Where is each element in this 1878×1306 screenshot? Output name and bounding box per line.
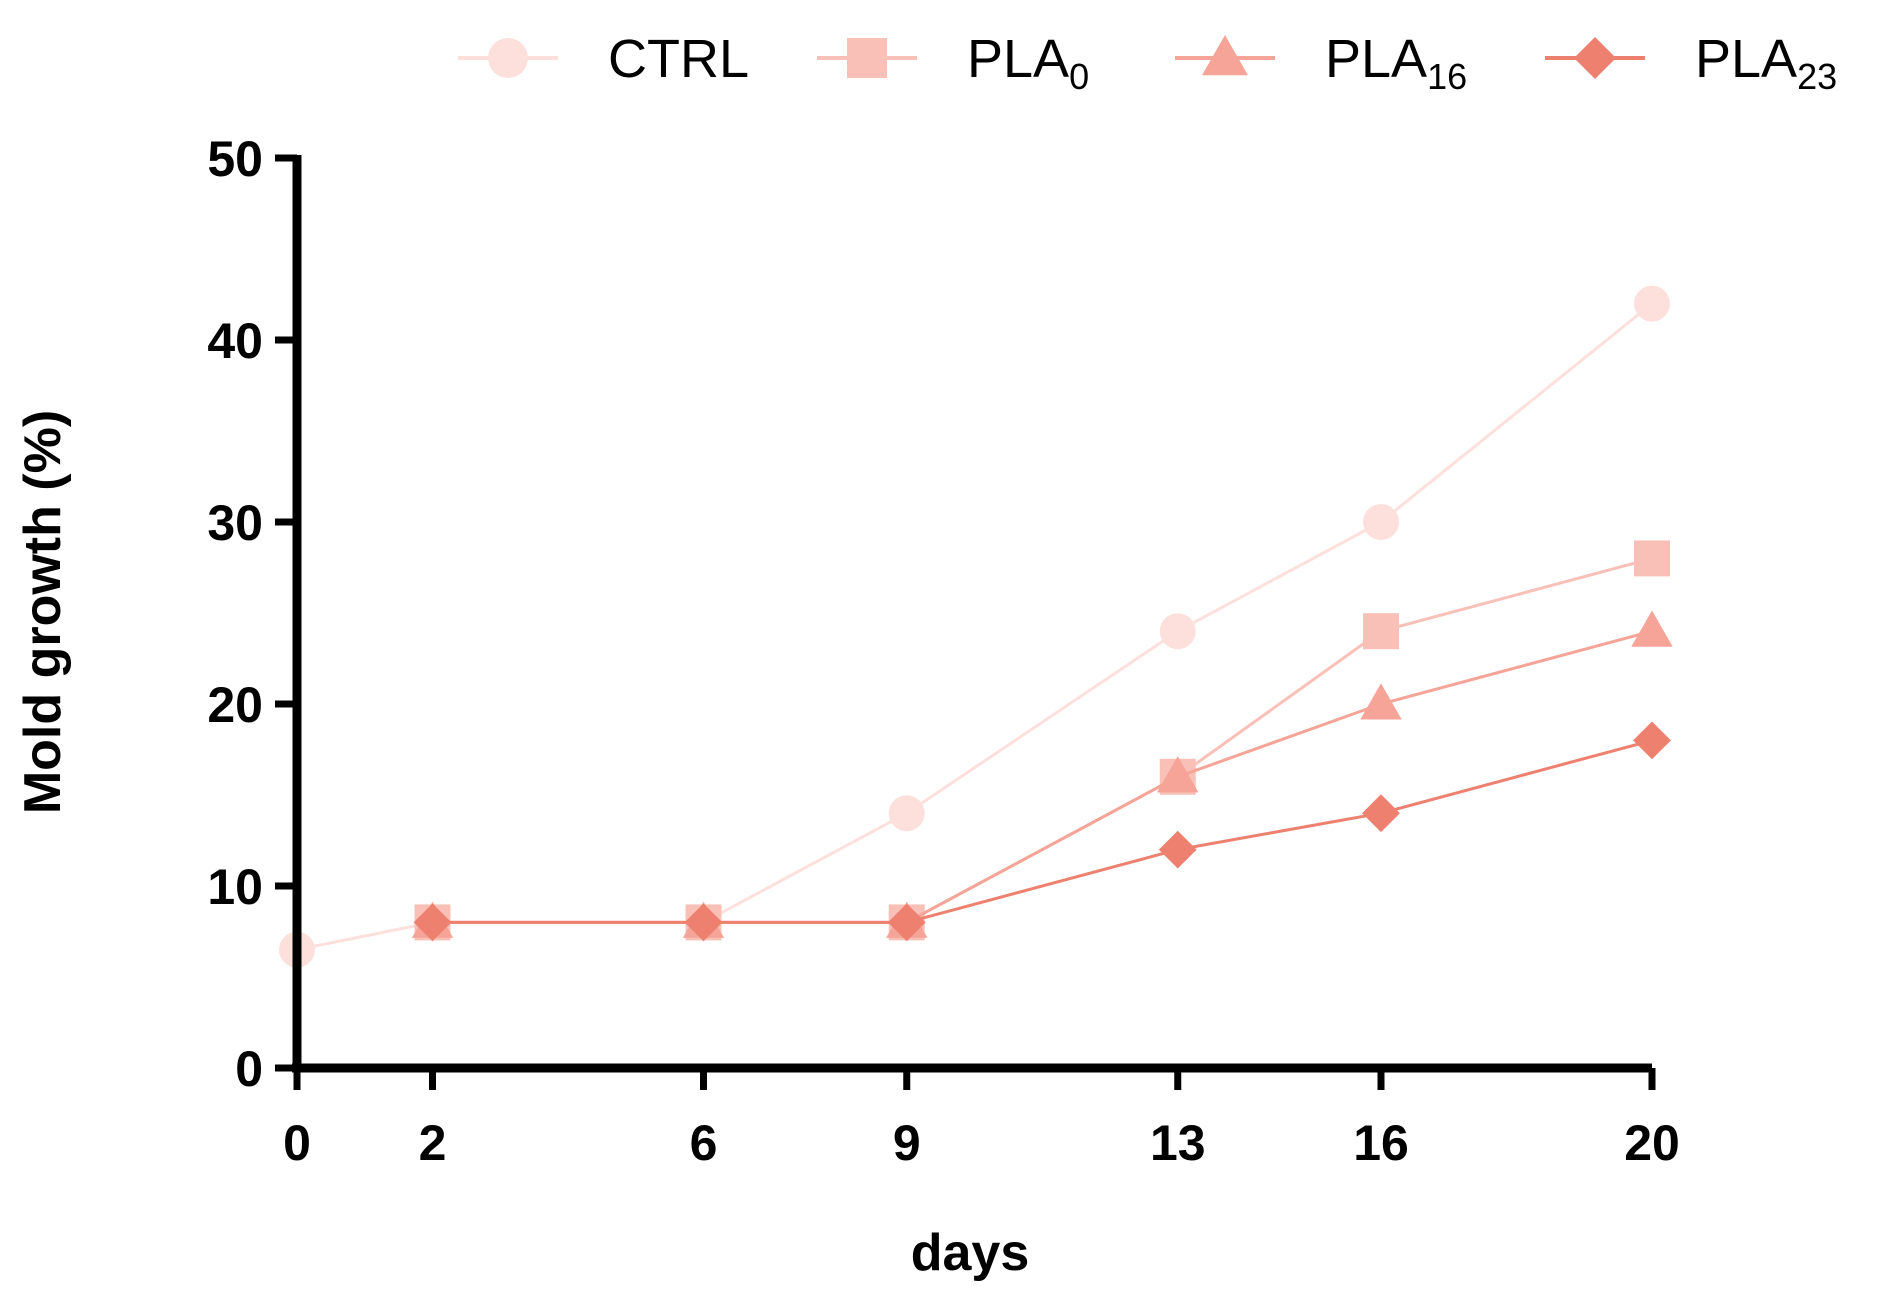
data-point bbox=[887, 903, 926, 942]
x-tick-label: 0 bbox=[283, 1115, 311, 1171]
plot-area bbox=[279, 285, 1673, 968]
data-point bbox=[1158, 830, 1197, 869]
data-point bbox=[1159, 613, 1196, 650]
y-tick-label: 50 bbox=[207, 131, 263, 187]
data-point bbox=[1631, 610, 1673, 647]
legend-label-subscript: 23 bbox=[1797, 56, 1837, 97]
data-point bbox=[1157, 756, 1199, 793]
x-tick-label: 6 bbox=[690, 1115, 718, 1171]
x-axis-ticks: 0 2 6 9 13 16 20 bbox=[283, 1068, 1680, 1171]
series-pla23 bbox=[413, 721, 1671, 942]
legend-label: CTRL bbox=[608, 29, 749, 89]
data-point bbox=[1360, 683, 1402, 720]
legend-marker-icon bbox=[1574, 37, 1616, 79]
data-point bbox=[684, 903, 723, 942]
y-axis-title: Mold growth (%) bbox=[14, 410, 72, 814]
x-tick-label: 20 bbox=[1624, 1115, 1680, 1171]
legend-item-pla23: PLA23 bbox=[1545, 29, 1837, 97]
legend-label-subscript: 16 bbox=[1427, 56, 1467, 97]
legend-label: PLA16 bbox=[1325, 29, 1467, 97]
data-point bbox=[888, 795, 925, 832]
series-line bbox=[432, 556, 1653, 924]
data-point bbox=[1363, 613, 1399, 650]
data-point bbox=[1363, 504, 1399, 540]
legend-marker-icon bbox=[488, 38, 528, 78]
data-point bbox=[1634, 540, 1670, 577]
x-tick-label: 13 bbox=[1150, 1115, 1206, 1171]
series-pla0 bbox=[414, 540, 1670, 941]
y-axis-ticks: 0 10 20 30 40 50 bbox=[207, 131, 297, 1097]
legend-label: PLA23 bbox=[1695, 29, 1837, 97]
y-tick-label: 0 bbox=[235, 1041, 263, 1097]
y-tick-label: 30 bbox=[207, 495, 263, 551]
series-pla16 bbox=[411, 610, 1673, 938]
data-point bbox=[1362, 794, 1400, 833]
x-tick-label: 9 bbox=[893, 1115, 921, 1171]
x-axis-title: days bbox=[911, 1224, 1030, 1282]
legend-item-pla0: PLA0 bbox=[817, 29, 1089, 97]
legend-item-ctrl: CTRL bbox=[458, 29, 749, 89]
series-line bbox=[432, 738, 1653, 924]
y-tick-label: 20 bbox=[207, 677, 263, 733]
x-tick-label: 2 bbox=[419, 1115, 447, 1171]
data-point bbox=[1634, 285, 1670, 322]
legend-item-pla16: PLA16 bbox=[1175, 29, 1467, 97]
data-point bbox=[1633, 721, 1671, 760]
legend-label-subscript: 0 bbox=[1069, 56, 1089, 97]
axes bbox=[292, 155, 1652, 1073]
data-point bbox=[413, 903, 452, 942]
y-tick-label: 10 bbox=[207, 859, 263, 915]
legend-label: PLA0 bbox=[967, 29, 1089, 97]
x-tick-label: 16 bbox=[1353, 1115, 1409, 1171]
legend: CTRL PLA0 PLA16 PLA23 bbox=[458, 29, 1837, 97]
series-line bbox=[296, 302, 1653, 952]
legend-marker-icon bbox=[1202, 35, 1248, 76]
series-line bbox=[432, 629, 1653, 924]
y-tick-label: 40 bbox=[207, 313, 263, 369]
series-ctrl bbox=[279, 285, 1670, 968]
legend-marker-icon bbox=[847, 38, 887, 78]
